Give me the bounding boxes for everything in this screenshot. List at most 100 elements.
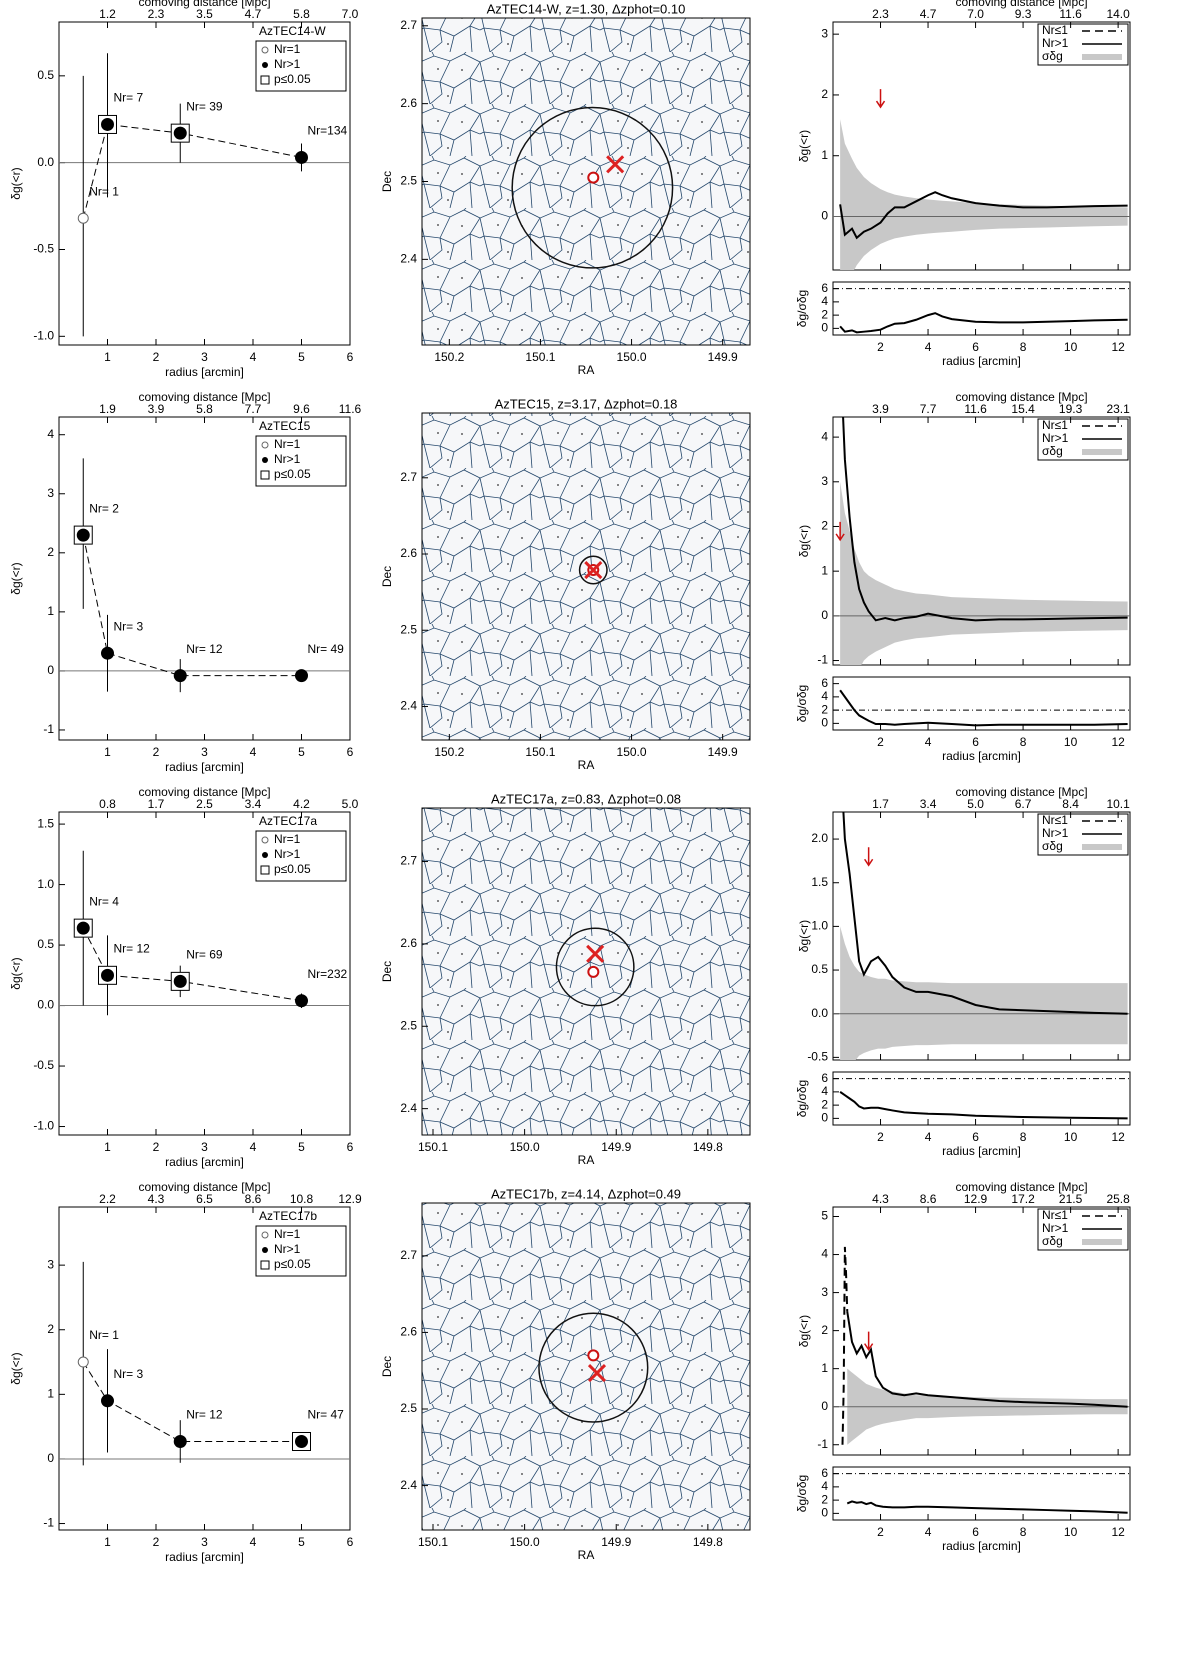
y-tick-label: 2.4 — [400, 252, 417, 266]
n-label: Nr=134 — [308, 124, 348, 138]
x2-tick-label: 15.4 — [1011, 402, 1035, 416]
panel: -0.5 0.0 0.5 1.0 1.5 2.0 1.7 3.4 5.0 6.7 8.4 10.1 co… — [795, 785, 1131, 1158]
plot-frame — [832, 416, 1131, 666]
n-label: Nr= 1 — [89, 1328, 119, 1342]
x-tick-label: 1 — [104, 1535, 111, 1549]
y-axis-label: δg(<r) — [797, 525, 811, 557]
panel: 1 2 3 4 5 6 -1 0 1 2 3 2.2 4.3 6.5 8.6 10.8 12.9 comoving… — [9, 1180, 362, 1564]
y-tick-label: 0.0 — [811, 1006, 828, 1020]
n-label: Nr= 39 — [186, 99, 223, 113]
data-point — [173, 974, 187, 988]
n-label: Nr=232 — [308, 967, 348, 981]
x2-tick-label: 8.6 — [245, 1192, 262, 1206]
x2-tick-label: 10.1 — [1106, 797, 1130, 811]
y-tick-label: 4 — [821, 1084, 828, 1098]
x-tick-label: 150.0 — [510, 1535, 540, 1549]
y-tick-label: 3 — [47, 486, 54, 500]
y-tick-label: 3 — [821, 474, 828, 488]
y-tick-label: 2 — [47, 545, 54, 559]
y-tick-label: 1.5 — [811, 875, 828, 889]
y-tick-label: 2.7 — [400, 1248, 417, 1262]
profile-line — [841, 1246, 849, 1445]
n-label: Nr= 1 — [89, 184, 119, 198]
x-tick-label: 5 — [298, 350, 305, 364]
data-point — [295, 1434, 308, 1448]
x2-tick-label: 9.6 — [293, 402, 310, 416]
x2-tick-label: 4.3 — [148, 1192, 165, 1206]
x2-tick-label: 1.2 — [99, 7, 116, 21]
x-axis-label: radius [arcmin] — [165, 760, 244, 774]
significance-line — [839, 1091, 1128, 1120]
legend-label: Nr>1 — [274, 57, 301, 71]
x-tick-label: 5 — [298, 1140, 305, 1154]
y-tick-label: 0 — [47, 663, 54, 677]
data-point — [76, 528, 90, 542]
x-tick-label: 4 — [250, 1535, 257, 1549]
n-label: Nr= 12 — [186, 642, 223, 656]
legend-label: Nr>1 — [1042, 36, 1069, 50]
legend-label: Nr>1 — [274, 847, 301, 861]
plot-frame — [421, 1202, 751, 1531]
x-tick-label: 5 — [298, 745, 305, 759]
legend-symbol — [262, 1247, 268, 1253]
y-axis-label: δg/σδg — [795, 1475, 809, 1512]
legend-symbol — [261, 836, 269, 844]
x2-tick-label: 3.9 — [148, 402, 165, 416]
x-tick-label: 2 — [153, 350, 160, 364]
legend-symbol — [260, 470, 270, 480]
legend-symbol — [260, 75, 270, 85]
legend-symbol — [262, 62, 268, 68]
x2-tick-label: 2.3 — [872, 7, 889, 21]
panel: 1 2 3 4 5 6 -1.0 -0.5 0.0 0.5 1.2 2.3 3.5 4.7 5.8 7.0 co… — [9, 0, 358, 379]
x-tick-label: 150.1 — [525, 350, 555, 364]
n-label: Nr= 49 — [308, 642, 345, 656]
search-circle — [578, 555, 608, 585]
x2-tick-label: 4.7 — [245, 7, 262, 21]
legend-label: σδg — [1042, 444, 1063, 458]
x-tick-label: 3 — [201, 745, 208, 759]
y-tick-label: 0.5 — [37, 937, 54, 951]
y-tick-label: 2 — [821, 702, 828, 716]
x2-tick-label: 3.4 — [245, 797, 262, 811]
profile-line — [842, 417, 1128, 622]
x-axis-label: RA — [578, 363, 595, 377]
y-tick-label: 2.5 — [400, 1018, 417, 1032]
x-axis-label: RA — [578, 1153, 595, 1167]
x-axis-label: radius [arcmin] — [165, 1155, 244, 1169]
x-tick-label: 4 — [925, 340, 932, 354]
y-tick-label: 0.0 — [37, 155, 54, 169]
legend-symbol — [262, 852, 268, 858]
redshift-arrow — [875, 89, 886, 109]
x2-tick-label: 7.0 — [967, 7, 984, 21]
x-tick-label: 2 — [877, 340, 884, 354]
x2-axis-label: comoving distance [Mpc] — [138, 390, 270, 404]
x-tick-label: 4 — [250, 1140, 257, 1154]
y-tick-label: 0 — [821, 716, 828, 730]
legend-label: σδg — [1042, 1234, 1063, 1248]
y-tick-label: 2 — [821, 1323, 828, 1337]
voronoi-map — [422, 808, 750, 1135]
y-tick-label: 2.4 — [400, 1478, 417, 1492]
panel: 1 2 3 4 5 6 -1.0 -0.5 0.0 0.5 1.0 1.5 0.8 1.7 2.5 3.4 4.… — [9, 785, 358, 1169]
y-tick-label: 0 — [821, 1111, 828, 1125]
y-tick-label: 2.7 — [400, 470, 417, 484]
x2-tick-label: 19.3 — [1059, 402, 1083, 416]
x-tick-label: 12 — [1111, 340, 1125, 354]
x2-tick-label: 7.0 — [342, 7, 359, 21]
x-tick-label: 4 — [925, 1130, 932, 1144]
y-axis-label: Dec — [380, 171, 394, 192]
legend-title: AzTEC14-W — [259, 24, 326, 38]
y-axis-label: δg(<r) — [797, 920, 811, 952]
x2-axis-label: comoving distance [Mpc] — [138, 0, 270, 9]
data-point — [101, 1394, 114, 1408]
y-tick-label: -1 — [817, 653, 828, 667]
x2-axis-label: comoving distance [Mpc] — [955, 390, 1087, 404]
x2-tick-label: 3.5 — [196, 7, 213, 21]
y-tick-label: 2.6 — [400, 1325, 417, 1339]
x2-tick-label: 5.0 — [967, 797, 984, 811]
x-tick-label: 1 — [104, 350, 111, 364]
x2-tick-label: 12.9 — [338, 1192, 362, 1206]
